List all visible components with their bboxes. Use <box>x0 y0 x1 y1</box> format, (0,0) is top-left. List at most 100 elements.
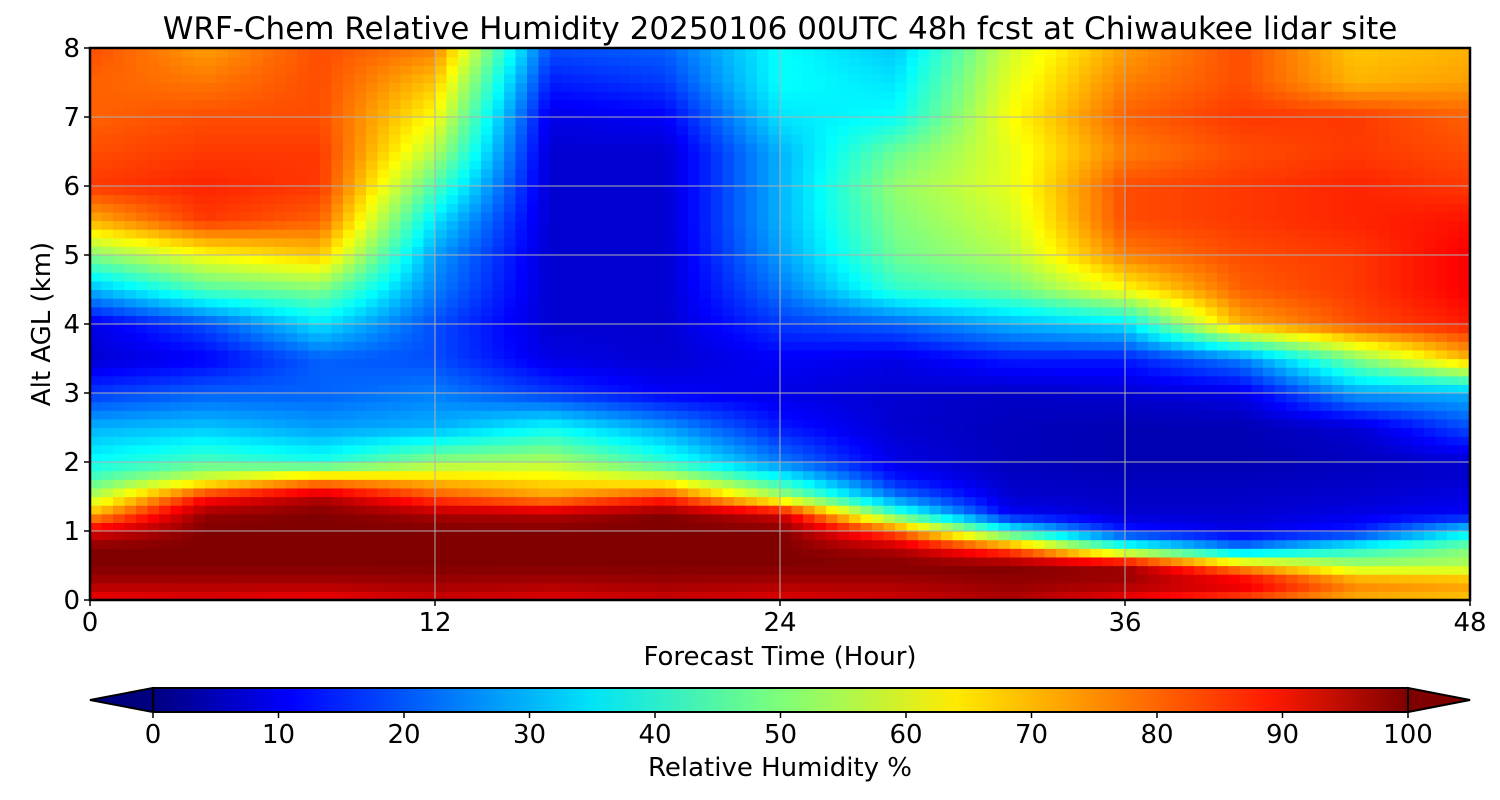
heatmap-cell <box>308 108 321 118</box>
heatmap-cell <box>768 56 781 66</box>
heatmap-cell <box>320 142 333 153</box>
heatmap-cell <box>458 565 471 575</box>
heatmap-cell <box>481 108 494 118</box>
heatmap-cell <box>481 531 494 541</box>
heatmap-cell <box>676 117 689 127</box>
heatmap-cell <box>699 237 712 247</box>
heatmap-cell <box>400 444 413 454</box>
heatmap-cell <box>412 82 425 92</box>
heatmap-cell <box>446 367 459 377</box>
heatmap-cell <box>423 229 436 239</box>
heatmap-cell <box>492 418 505 429</box>
heatmap-cell <box>872 229 885 239</box>
heatmap-cell <box>469 255 482 265</box>
heatmap-cell <box>239 220 252 230</box>
heatmap-cell <box>527 91 540 101</box>
heatmap-cell <box>331 117 344 127</box>
heatmap-cell <box>113 125 126 135</box>
heatmap-cell <box>205 255 218 265</box>
heatmap-cell <box>193 462 206 472</box>
heatmap-cell <box>642 479 655 489</box>
heatmap-cell <box>228 565 241 575</box>
heatmap-cell <box>435 263 448 273</box>
heatmap-cell <box>435 160 448 170</box>
heatmap-cell <box>354 82 367 92</box>
heatmap-cell <box>849 436 862 446</box>
heatmap-cell <box>504 186 517 196</box>
heatmap-cell <box>918 237 931 247</box>
heatmap-cell <box>481 410 494 420</box>
heatmap-cell <box>665 280 678 291</box>
heatmap-cell <box>895 237 908 247</box>
heatmap-cell <box>791 255 804 265</box>
heatmap-cell <box>262 186 275 196</box>
heatmap-cell <box>573 65 586 75</box>
heatmap-cell <box>251 582 264 592</box>
heatmap-cell <box>400 289 413 299</box>
heatmap-cell <box>262 332 275 342</box>
heatmap-cell <box>814 263 827 273</box>
heatmap-cell <box>366 548 379 558</box>
heatmap-cell <box>239 82 252 92</box>
heatmap-cell <box>665 194 678 204</box>
heatmap-cell <box>354 186 367 196</box>
heatmap-cell <box>228 375 241 385</box>
heatmap-cell <box>964 410 977 420</box>
heatmap-cell <box>918 203 931 213</box>
heatmap-cell <box>941 453 954 463</box>
heatmap-cell <box>285 177 298 187</box>
heatmap-cell <box>895 462 908 472</box>
heatmap-cell <box>619 160 632 170</box>
heatmap-cell <box>665 263 678 273</box>
heatmap-cell <box>354 367 367 377</box>
heatmap-cell <box>895 479 908 489</box>
heatmap-cell <box>90 306 103 316</box>
heatmap-cell <box>331 263 344 273</box>
heatmap-cell <box>757 177 770 187</box>
heatmap-cell <box>975 479 988 489</box>
heatmap-cell <box>860 548 873 558</box>
heatmap-cell <box>515 565 528 575</box>
heatmap-cell <box>458 470 471 480</box>
heatmap-cell <box>285 505 298 515</box>
heatmap-cell <box>619 574 632 584</box>
heatmap-cell <box>320 505 333 515</box>
heatmap-cell <box>435 134 448 144</box>
heatmap-cell <box>584 220 597 230</box>
heatmap-cell <box>757 117 770 127</box>
heatmap-cell <box>780 470 793 480</box>
heatmap-cell <box>435 125 448 135</box>
heatmap-cell <box>377 591 390 601</box>
heatmap-cell <box>699 427 712 437</box>
heatmap-cell <box>929 142 942 153</box>
heatmap-cell <box>711 48 724 58</box>
heatmap-cell <box>136 324 149 334</box>
heatmap-cell <box>136 211 149 222</box>
heatmap-cell <box>251 220 264 230</box>
heatmap-cell <box>837 298 850 308</box>
heatmap-cell <box>791 160 804 170</box>
heatmap-cell <box>883 125 896 135</box>
heatmap-cell <box>170 117 183 127</box>
heatmap-cell <box>527 315 540 325</box>
heatmap-cell <box>745 82 758 92</box>
heatmap-cell <box>849 99 862 109</box>
heatmap-cell <box>90 255 103 265</box>
heatmap-cell <box>251 246 264 256</box>
heatmap-cell <box>596 263 609 273</box>
heatmap-cell <box>216 151 229 161</box>
heatmap-cell <box>262 237 275 247</box>
heatmap-cell <box>630 246 643 256</box>
heatmap-cell <box>883 220 896 230</box>
heatmap-cell <box>205 99 218 109</box>
heatmap-cell <box>446 160 459 170</box>
heatmap-cell <box>699 324 712 334</box>
heatmap-cell <box>159 315 172 325</box>
heatmap-cell <box>423 324 436 334</box>
heatmap-cell <box>803 65 816 75</box>
heatmap-cell <box>193 272 206 282</box>
heatmap-cell <box>745 574 758 584</box>
heatmap-cell <box>837 272 850 282</box>
heatmap-cell <box>90 436 103 446</box>
heatmap-cell <box>113 505 126 515</box>
